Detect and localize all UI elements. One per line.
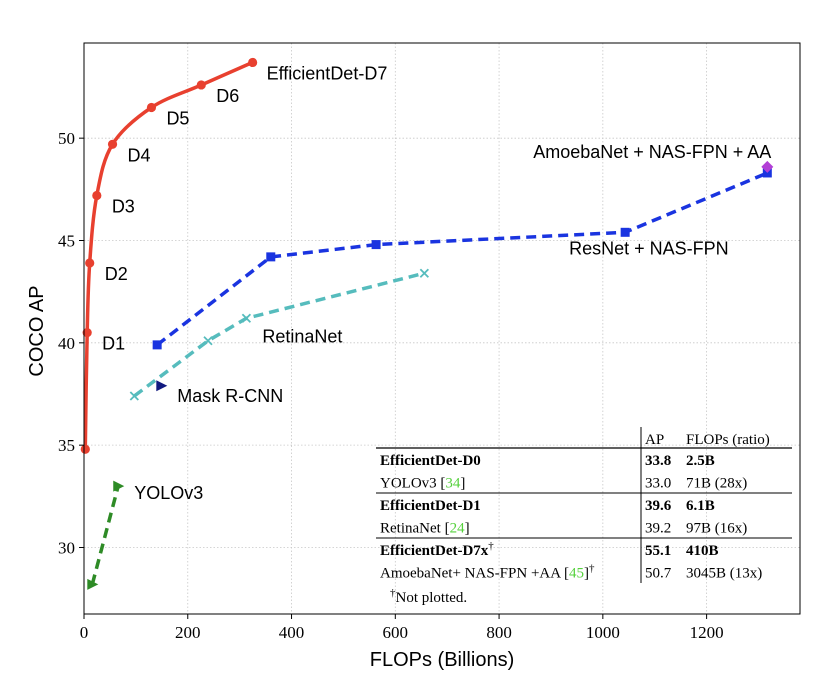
table-ap-value: 39.6 [645,498,672,514]
efficientdet-point [107,139,118,149]
footnote-text: Not plotted. [396,590,468,606]
retinanet-label: RetinaNet [262,326,342,346]
table-flops-value: 6.1B [686,498,715,514]
dagger-mark: † [488,540,494,552]
table-flops-value: 410B [686,543,719,559]
resnet-nas-fpn-point [620,227,630,237]
yolov3-line [90,485,120,585]
resnet-nas-fpn-point [371,240,381,250]
table-ap-value: 33.8 [645,453,671,469]
x-tick-label: 200 [175,623,201,642]
efficientdet-point-label: D6 [216,86,239,106]
yolov3-label: YOLOv3 [134,483,203,503]
table-flops-value: 71B (28x) [686,476,747,492]
x-tick-label: 1000 [586,623,620,642]
x-tick-label: 800 [486,623,512,642]
efficientdet-point [82,327,92,338]
retinanet-point [241,313,252,323]
table-flops-value: 97B (16x) [686,521,747,537]
y-tick-label: 50 [58,129,75,148]
data-labels: D1 D2 D3 D4 D5 D6 EfficientDet-D7 ResNet + NAS-… [102,63,771,503]
efficientdet-point [85,258,95,268]
table-ap-value: 55.1 [645,543,671,559]
y-tick-label: 45 [58,231,75,250]
retinanet-point [419,268,429,278]
x-tick-label: 1200 [690,623,724,642]
y-tick-label: 40 [58,334,75,353]
table-footnote: †Not plotted. [390,587,467,606]
x-axis-title: FLOPs (Billions) [370,649,514,671]
resnet-nas-fpn-label: ResNet + NAS-FPN [569,238,729,258]
x-tick-label: 600 [383,623,409,642]
retinanet-point [203,336,213,346]
table-model-name: AmoebaNet+ NAS-FPN +AA [45]† [380,563,595,582]
efficientdet-point-label: D4 [128,145,151,165]
table-model-name: RetinaNet [24] [380,521,470,537]
y-tick-label: 35 [58,436,75,455]
x-tick-label: 0 [80,623,89,642]
retinanet-point [129,391,139,401]
citation-ref[interactable]: 45 [569,566,584,582]
table-ap-value: 39.2 [645,521,671,537]
table-flops-value: 2.5B [686,453,715,469]
grid-lines [84,43,800,614]
table-model-name: EfficientDet-D0 [380,453,481,469]
efficientdet-point-label: EfficientDet-D7 [267,63,388,83]
efficientdet-point [92,190,102,201]
efficientdet-point [248,57,258,68]
citation-ref[interactable]: 24 [450,521,466,537]
amoebanet-nas-fpn-aa-label: AmoebaNet + NAS-FPN + AA [533,142,771,162]
retinanet-line [133,271,425,398]
y-tick-label: 30 [58,538,75,557]
table-model-name: EfficientDet-D1 [380,498,481,514]
dagger-mark: † [589,563,595,575]
table-ap-value: 33.0 [645,476,671,492]
efficientdet-point-label: D3 [112,196,135,216]
footnote-dagger: † [390,587,396,599]
table-header-flops: FLOPs (ratio) [686,432,770,448]
x-marker-stroke [419,268,429,278]
efficientdet-point [146,102,157,113]
plot-frame [83,42,801,615]
resnet-nas-fpn-line [156,171,768,347]
table-model-name: EfficientDet-D7x† [380,540,494,559]
table-ap-value: 50.7 [645,566,672,582]
x-marker-stroke [241,313,252,323]
efficientdet-point-label: D1 [102,334,125,354]
efficientdet-point-label: D5 [166,108,189,128]
resnet-nas-fpn-point [762,168,772,178]
mask-r-cnn-label: Mask R-CNN [177,386,283,406]
x-marker-stroke [129,391,139,401]
efficientdet-point [196,80,206,90]
y-axis-title: COCO AP [26,285,48,376]
citation-ref[interactable]: 34 [445,476,461,492]
data-series [80,57,774,590]
efficientdet-point [80,444,90,454]
x-tick-label: 400 [279,623,305,642]
yolov3-point [113,480,125,492]
resnet-nas-fpn-point [152,340,162,350]
yolov3-point [87,578,99,590]
amoebanet-nas-fpn-aa-point [761,160,774,173]
efficientdet-point-label: D2 [105,264,128,284]
results-table: AP FLOPs (ratio) EfficientDet-D0 33.8 2.5B YO… [376,427,792,606]
axes: 0 200 400 600 800 1000 1200 30 35 40 45 50 [58,42,801,642]
table-header-ap: AP [645,432,664,448]
table-flops-value: 3045B (13x) [686,566,762,582]
table-model-name: YOLOv3 [34] [380,476,465,492]
x-marker-stroke [203,336,213,346]
mask-r-cnn-point [156,380,168,392]
resnet-nas-fpn-point [266,252,276,262]
